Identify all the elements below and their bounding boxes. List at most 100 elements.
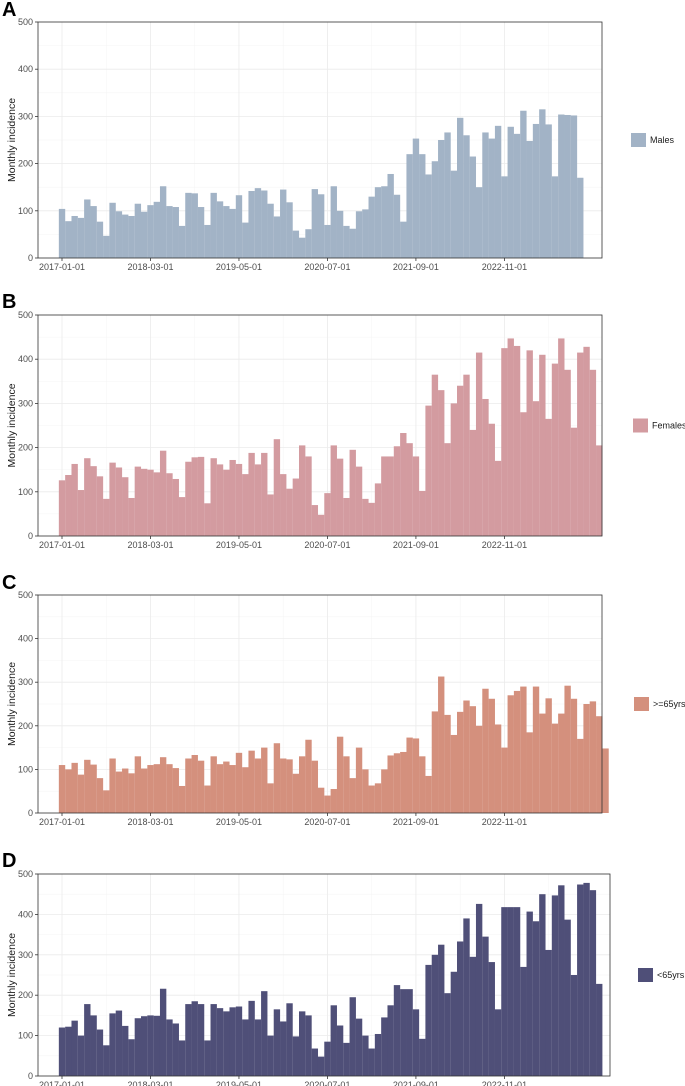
bar	[109, 758, 116, 813]
bar	[520, 412, 527, 536]
y-tick-label: 400	[18, 634, 33, 644]
bar	[90, 466, 97, 536]
bar	[141, 1016, 148, 1076]
bar	[349, 778, 356, 813]
bar	[267, 494, 274, 536]
bar	[65, 1026, 72, 1076]
legend-swatch	[631, 133, 646, 147]
bar	[577, 884, 584, 1076]
bar	[400, 989, 407, 1076]
chart-panel-b: 0 100 200 300 400 500 2017-01-01 2018-03-01 2019…	[2, 291, 685, 550]
bar	[191, 1001, 198, 1076]
bar	[90, 206, 97, 258]
bar	[147, 765, 154, 813]
bar	[482, 688, 489, 813]
bar	[444, 993, 451, 1076]
x-tick-label: 2019-05-01	[216, 262, 262, 272]
bar	[122, 477, 129, 536]
bar	[141, 211, 148, 258]
bar	[539, 894, 546, 1076]
bar	[425, 964, 432, 1076]
bar	[488, 138, 495, 258]
bar	[311, 189, 319, 258]
bar	[153, 764, 161, 813]
x-tick-label: 2018-03-01	[127, 262, 173, 272]
bar	[330, 789, 337, 813]
bar	[520, 110, 527, 259]
bar	[197, 207, 205, 258]
panel-label: D	[2, 850, 16, 872]
x-tick-label: 2018-03-01	[127, 540, 173, 550]
x-tick-label: 2022-11-01	[482, 540, 527, 550]
bar	[103, 498, 110, 536]
bar	[387, 173, 394, 258]
bar	[539, 354, 546, 536]
bar	[494, 724, 502, 813]
bar	[242, 767, 249, 813]
bar	[564, 114, 571, 258]
bar	[355, 211, 363, 258]
bar	[381, 1017, 388, 1076]
y-tick-label: 400	[18, 354, 33, 364]
bar	[343, 1042, 350, 1076]
bar	[210, 1004, 217, 1076]
bar	[494, 460, 502, 536]
bar	[84, 199, 91, 258]
bar	[223, 761, 230, 813]
bar	[450, 971, 458, 1076]
bar	[589, 890, 597, 1076]
legend-swatch	[634, 697, 649, 711]
bar	[166, 206, 173, 258]
bar	[229, 459, 236, 536]
bar	[368, 502, 375, 536]
bar	[229, 1007, 236, 1076]
bar	[128, 215, 135, 258]
y-axis-title: Monthly incidence	[6, 933, 18, 1017]
bar	[475, 352, 483, 536]
bar	[292, 230, 300, 258]
bar	[570, 975, 578, 1076]
bar	[185, 192, 192, 258]
bar	[482, 398, 489, 536]
bar	[324, 1041, 331, 1076]
bar	[558, 114, 565, 258]
bar	[185, 758, 192, 813]
bar	[406, 989, 413, 1076]
bar	[513, 907, 521, 1076]
y-tick-label: 100	[18, 1031, 33, 1041]
legend-label: Females	[652, 421, 685, 431]
y-tick-label: 400	[18, 909, 33, 919]
bar	[172, 478, 179, 536]
bar	[58, 1027, 66, 1076]
bar	[204, 785, 211, 813]
bar	[577, 738, 584, 813]
bar	[109, 462, 116, 536]
bar	[406, 154, 413, 258]
bar	[204, 503, 211, 536]
bar	[463, 918, 470, 1076]
bar	[330, 186, 337, 258]
y-tick-label: 200	[18, 721, 33, 731]
bar	[147, 205, 154, 258]
bar	[172, 207, 179, 258]
bar	[90, 764, 97, 813]
y-tick-label: 300	[18, 111, 33, 121]
bar	[545, 124, 552, 258]
bar	[153, 201, 161, 258]
legend-swatch	[638, 968, 653, 982]
bar	[299, 237, 306, 258]
bar	[488, 423, 495, 536]
plot-frame	[37, 314, 603, 537]
bar	[381, 186, 388, 258]
bar	[520, 686, 527, 813]
bar	[412, 1009, 420, 1076]
bar	[204, 224, 211, 258]
bar	[324, 224, 331, 258]
bar	[197, 1004, 205, 1076]
bar	[90, 1015, 97, 1076]
bar	[261, 452, 268, 536]
bar	[393, 753, 401, 813]
bar	[374, 1033, 382, 1076]
bar	[267, 1035, 274, 1076]
bar	[254, 758, 262, 813]
